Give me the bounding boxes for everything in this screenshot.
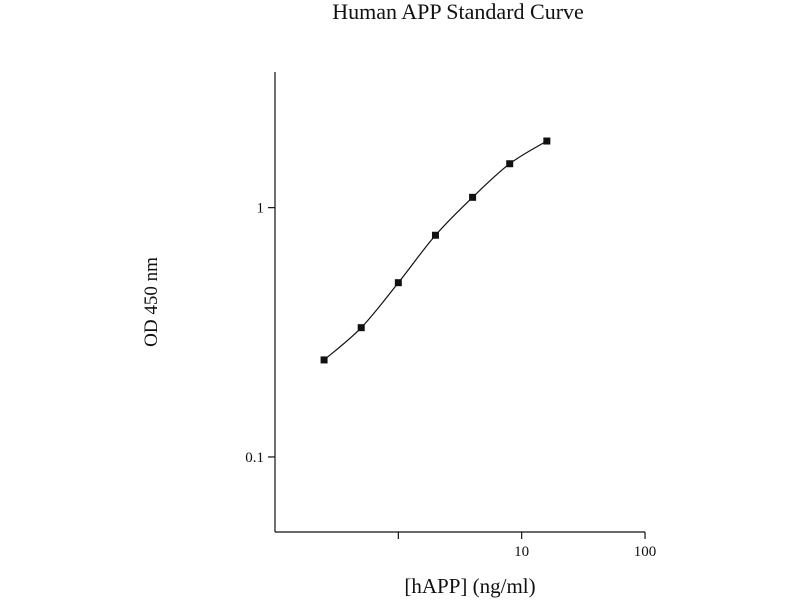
data-point — [431, 231, 439, 239]
data-point — [543, 137, 551, 145]
data-point — [469, 193, 477, 201]
data-point — [320, 356, 328, 364]
data-point — [506, 160, 514, 168]
y-ticks: 0.11 — [245, 201, 275, 466]
y-axis-label: OD 450 nm — [141, 257, 162, 347]
chart-title: Human APP Standard Curve — [332, 0, 584, 24]
fit-curve — [323, 140, 548, 361]
x-tick-label: 10 — [514, 544, 529, 560]
y-tick-label: 0.1 — [245, 450, 264, 466]
x-axis-label: [hAPP] (ng/ml) — [404, 574, 535, 598]
data-point — [357, 324, 365, 332]
x-tick-label: 100 — [634, 544, 657, 560]
y-tick-label: 1 — [257, 201, 265, 217]
data-points — [320, 137, 551, 364]
data-point — [394, 279, 402, 287]
x-ticks: 10 100 — [397, 532, 657, 560]
plot-area: 0.11 10 100 — [245, 72, 656, 560]
